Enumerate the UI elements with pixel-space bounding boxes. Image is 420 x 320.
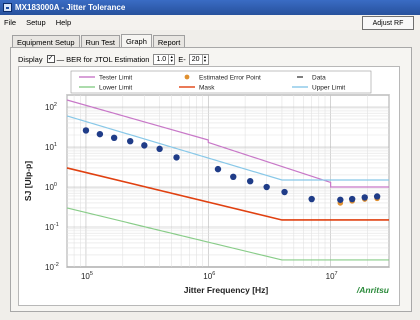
x-tick-label: 105 [81,271,93,281]
jtol-chart: Tester Limit Estimated Error Point Data Low… [18,66,400,306]
x-tick-label: 106 [203,271,215,281]
x-tick-exponent: 7 [335,271,338,277]
legend-label: Lower Limit [99,85,132,92]
legend-label: Mask [199,85,215,92]
data-point [348,195,356,203]
y-tick-exponent: 2 [54,102,57,108]
menu-bar: File Setup Help [0,15,420,30]
y-tick-exponent: 1 [54,142,57,148]
data-point [361,194,368,201]
data-point [82,127,90,134]
data-point [127,137,134,145]
data-point [214,165,222,173]
series-line-mask [66,167,389,221]
anritsu-logo: /Anritsu [356,285,390,295]
data-point [173,154,180,161]
data-point [246,177,254,185]
data-point [337,196,344,203]
window-title: MX183000A - Jitter Tolerance [15,3,126,12]
tab-run-test[interactable]: Run Test [80,35,121,48]
y-tick-label: 10-2 [45,262,59,272]
data-point [141,142,148,149]
legend-label: Tester Limit [99,75,132,82]
jtol-chart-svg: Tester Limit Estimated Error Point Data Low… [23,70,390,295]
data-point [263,183,270,191]
x-axis-label: Jitter Frequency [Hz] [184,285,269,295]
ber-exponent-spinner[interactable]: 20 ▲ ▼ [188,53,209,65]
legend-marker [184,74,190,80]
legend-dash-glyph: — [56,54,65,64]
data-point [281,188,288,196]
display-controls: Display ✓ — BER for JTOL Estimation 1.0 … [18,52,209,66]
legend-label: Upper Limit [312,85,345,92]
tab-report[interactable]: Report [152,35,186,48]
data-point [156,145,163,153]
data-point [230,173,237,181]
plot-area [66,94,390,268]
menu-file[interactable]: File [4,18,17,27]
y-tick-label: 10-1 [45,222,59,232]
data-point [110,134,118,142]
tab-equipment-setup[interactable]: Equipment Setup [12,35,80,48]
chart-legend: Tester Limit Estimated Error Point Data Low… [70,70,372,94]
ber-estimation-checkbox[interactable]: ✓ [46,55,55,63]
app-icon [3,3,12,12]
ber-exponent-value: 20 [191,55,200,63]
y-tick-label: 102 [45,102,57,112]
ber-mantissa-spinner[interactable]: 1.0 ▲ ▼ [153,53,176,65]
x-tick-label: 107 [326,271,338,281]
series-line-lower-limit [66,207,389,261]
data-point [96,130,104,138]
y-tick-exponent: -1 [54,222,59,228]
display-label: Display [18,54,43,64]
menu-help[interactable]: Help [55,18,72,27]
x-tick-exponent: 6 [212,271,215,277]
ber-mantissa-value: 1.0 [156,55,167,63]
ber-separator: E- [178,54,186,64]
legend-label: Data [312,75,326,82]
legend-label: Estimated Error Point [199,75,261,82]
y-tick-label: 100 [45,182,57,192]
spinner-arrows-icon[interactable]: ▲ ▼ [168,53,174,64]
adjust-rf-button[interactable]: Adjust RF [362,16,414,30]
data-point [308,195,315,203]
spinner-arrows-icon[interactable]: ▲ ▼ [201,53,207,64]
menu-setup[interactable]: Setup [26,18,46,27]
ber-estimation-label: BER for JTOL Estimation [66,54,150,64]
y-tick-exponent: 0 [54,182,57,188]
y-axis-label: SJ [UIp-p] [23,161,33,201]
tab-graph[interactable]: Graph [121,34,152,48]
tab-strip: Equipment Setup Run Test Graph Report [12,34,186,48]
y-tick-exponent: -2 [54,262,59,268]
y-tick-label: 101 [45,142,57,152]
window-title-bar: MX183000A - Jitter Tolerance [0,0,420,15]
x-tick-exponent: 5 [90,271,93,277]
series-line-upper-limit [66,115,389,181]
data-point [373,193,381,200]
series-line-tester-limit [66,99,389,188]
